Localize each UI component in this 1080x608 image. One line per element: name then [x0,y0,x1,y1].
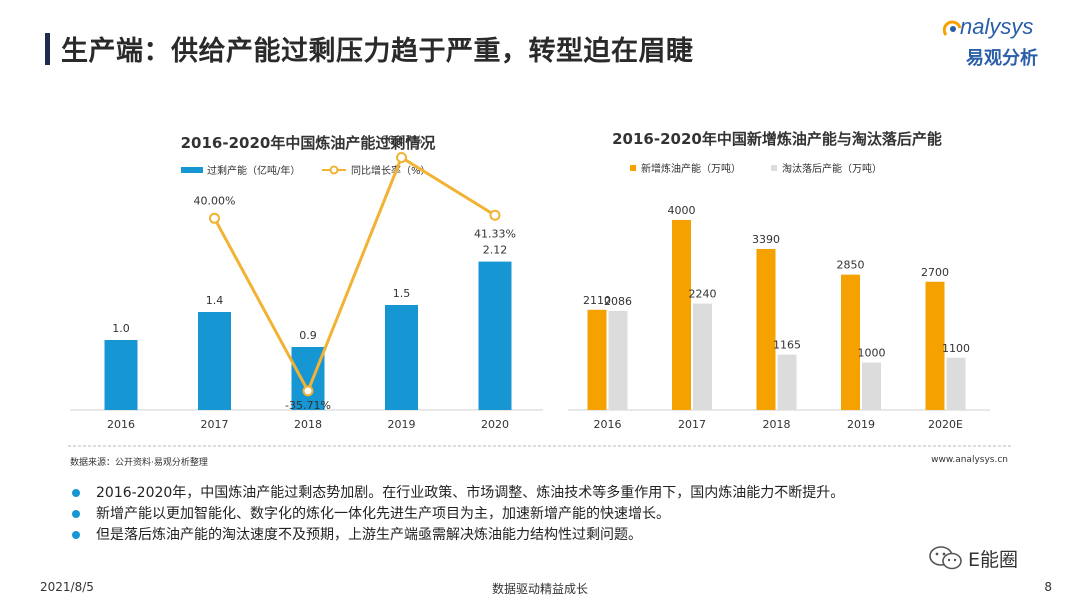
page-title: 生产端：供给产能过剩压力趋于严重，转型迫在眉睫 [61,36,694,67]
brand-logo: nalysys 易观分析 [940,14,1065,74]
chart1-bar-label: 1.5 [393,287,411,300]
chart1-legend-marker [329,165,339,175]
chart1-growth-line [213,155,496,395]
chart1-x-tick: 2020 [481,418,509,431]
chart1-bar-label: 2.12 [483,244,508,257]
chart2-bar-new [587,309,607,410]
chart2-x-tick: 2019 [847,418,875,431]
chart2-bar-new [925,281,945,410]
chart2-bar-new [672,220,691,410]
chart2-x-tick: 2018 [763,418,791,431]
logo-wordmark: nalysys [960,14,1034,39]
chart1-legend-label-bar: 过剩产能（亿吨/年） [207,164,300,177]
bullet-icon [72,510,80,518]
title-accent-bar [45,33,50,65]
chart1-growth-point [209,212,220,224]
chart2-legend-label-new: 新增炼油产能（万吨） [641,162,741,175]
chart2-bar-old [862,362,881,410]
chart1-growth-point [396,151,407,163]
chart1-x-tick: 2016 [107,418,135,431]
chart2-bar-old [693,303,712,410]
website-link[interactable]: www.analysys.cn [931,455,1008,465]
chart2-bar-label-old: 2240 [689,288,717,301]
chart1-bar [385,305,418,410]
chart2-bar-label-old: 2086 [604,295,632,308]
wechat-account-name: E能圈 [968,549,1019,571]
chart2-bar-label-new: 3390 [752,233,780,246]
chart1-x-tick: 2017 [201,418,229,431]
note-text: 2016-2020年，中国炼油产能过剩态势加剧。在行业政策、市场调整、炼油技术等… [96,485,845,501]
chart2-bar-label-new: 2110 [583,294,611,307]
chart1-bar [198,312,231,410]
chart1-bar [104,340,138,410]
chart2-x-tick: 2016 [594,418,622,431]
chart2-bar-label-old: 1000 [858,347,886,360]
bullet-icon [72,489,80,497]
note-item: 新增产能以更加智能化、数字化的炼化一体化先进生产项目为主，加速新增产能的快速增长… [70,504,844,525]
chart2-bar-label-old: 1100 [942,342,970,355]
logo-chinese-name: 易观分析 [966,48,1038,69]
wechat-icon [929,546,962,570]
chart1-x-tick: 2018 [294,418,322,431]
chart1-bar [478,261,512,410]
note-text: 但是落后炼油产能的淘汰速度不及预期，上游生产端亟需解决炼油能力结构性过剩问题。 [96,527,642,543]
chart2-bar-new [841,274,860,410]
chart1-x-tick: 2019 [388,418,416,431]
chart2-legend-swatch-new [630,165,636,171]
chart2-bar-old [946,357,966,410]
chart2-bar-label-new: 2700 [921,266,949,279]
chart1-legend-label-line: 同比增长率（%） [351,164,431,177]
logo-mark-icon [943,20,962,36]
chart1-bar-label: 1.0 [112,322,130,335]
chart2-bar-old [777,354,797,410]
chart2-legend-swatch-old [771,165,777,171]
chart2-legend-label-old: 淘汰落后产能（万吨） [782,162,882,175]
note-text: 新增产能以更加智能化、数字化的炼化一体化先进生产项目为主，加速新增产能的快速增长… [96,506,670,522]
chart1-growth-label: 66.67% [381,133,423,146]
chart1-growth-label: -35.71% [285,399,331,412]
chart1-bar [291,347,325,410]
chart1-bar-label: 0.9 [299,329,317,342]
footer-date: 2021/8/5 [40,580,94,594]
wechat-watermark: E能圈 [928,545,1048,571]
chart1-growth-label: 41.33% [474,227,516,240]
chart1-legend-swatch-bar [181,167,203,173]
chart1-growth-point [302,385,314,397]
chart1-growth-label: 40.00% [194,194,236,207]
chart2-bar-label-new: 4000 [668,204,696,217]
chart2-bar-label-new: 2850 [837,259,865,272]
chart1-title: 2016-2020年中国炼油产能过剩情况 [181,134,436,152]
summary-notes: 2016-2020年，中国炼油产能过剩态势加剧。在行业政策、市场调整、炼油技术等… [70,483,844,546]
page-number: 8 [1044,580,1052,594]
chart2-bar-new [756,248,776,410]
note-item: 2016-2020年，中国炼油产能过剩态势加剧。在行业政策、市场调整、炼油技术等… [70,483,844,504]
chart1-growth-point [489,209,501,221]
chart2-bar-old [608,310,628,410]
footer-slogan: 数据驱动精益成长 [491,582,588,596]
chart2-x-tick: 2017 [678,418,706,431]
chart2-title: 2016-2020年中国新增炼油产能与淘汰落后产能 [612,130,942,148]
data-source: 数据来源：公开资料·易观分析整理 [70,458,208,468]
note-item: 但是落后炼油产能的淘汰速度不及预期，上游生产端亟需解决炼油能力结构性过剩问题。 [70,525,844,546]
chart2-bar-label-old: 1165 [773,339,801,352]
chart1-bar-label: 1.4 [206,294,224,307]
chart2-x-tick: 2020E [928,418,963,431]
bullet-icon [72,531,80,539]
